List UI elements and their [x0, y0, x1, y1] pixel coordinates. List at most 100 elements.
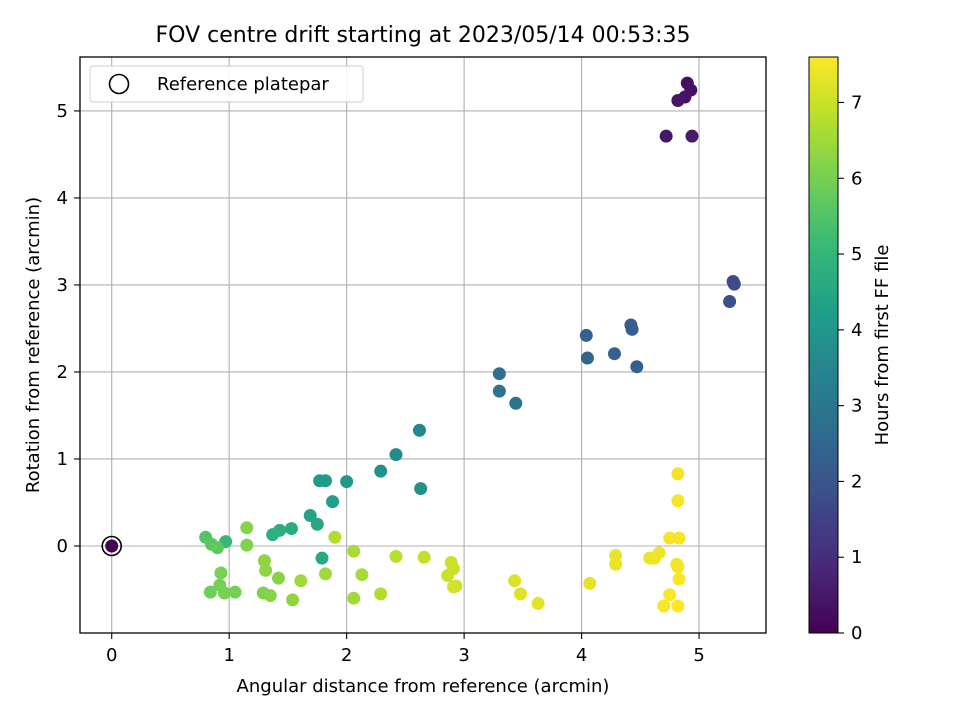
- data-point: [583, 576, 597, 590]
- colorbar-tick-label: 7: [851, 92, 862, 113]
- legend-box: [89, 65, 364, 103]
- data-point: [609, 557, 623, 571]
- y-tick-label: 1: [57, 449, 68, 470]
- chart-title: FOV centre drift starting at 2023/05/14 …: [156, 23, 691, 48]
- data-point: [228, 585, 242, 599]
- y-axis-ticks: 0 1 2 3 4 5: [57, 101, 80, 557]
- data-point: [630, 360, 644, 374]
- data-point: [492, 384, 506, 398]
- data-point: [217, 586, 231, 600]
- x-tick-label: 1: [223, 645, 234, 666]
- x-axis-ticks: 0 1 2 3 4 5: [106, 633, 705, 666]
- colorbar-tick-label: 3: [851, 396, 862, 417]
- data-point: [492, 367, 506, 381]
- data-point: [671, 560, 685, 574]
- data-point: [105, 539, 119, 553]
- data-point: [657, 599, 671, 613]
- colorbar-tick-label: 4: [851, 320, 862, 341]
- data-point: [310, 517, 324, 531]
- data-point: [319, 474, 333, 488]
- colorbar-tick-label: 2: [851, 471, 862, 492]
- data-point: [685, 129, 699, 143]
- data-point: [266, 528, 280, 542]
- data-point: [326, 495, 340, 509]
- x-axis-label: Angular distance from reference (arcmin): [237, 676, 610, 697]
- data-point: [417, 550, 431, 564]
- colorbar: [808, 56, 839, 634]
- colorbar-tick-label: 0: [851, 623, 862, 644]
- data-point: [671, 494, 685, 508]
- data-point: [671, 599, 685, 613]
- data-point: [319, 567, 333, 581]
- data-point: [513, 587, 527, 601]
- data-point: [284, 522, 298, 536]
- y-tick-label: 3: [57, 275, 68, 296]
- data-point: [347, 544, 361, 558]
- data-point: [257, 554, 271, 568]
- data-point: [414, 482, 428, 496]
- colorbar-tick-label: 1: [851, 547, 862, 568]
- x-tick-label: 4: [576, 645, 587, 666]
- data-point: [374, 464, 388, 478]
- data-point: [389, 448, 403, 462]
- legend-entry-reference-platepar: Reference platepar: [157, 74, 329, 95]
- data-point: [412, 423, 426, 437]
- data-point: [294, 574, 308, 588]
- data-point: [727, 277, 741, 291]
- plot-frame: [79, 56, 767, 634]
- x-tick-label: 2: [341, 645, 352, 666]
- x-tick-label: 0: [106, 645, 117, 666]
- data-point: [286, 593, 300, 607]
- y-tick-label: 4: [57, 188, 68, 209]
- data-point: [663, 531, 677, 545]
- y-tick-label: 5: [57, 101, 68, 122]
- data-point: [240, 521, 254, 535]
- data-point: [389, 549, 403, 563]
- data-point: [625, 322, 639, 336]
- y-tick-label: 0: [57, 536, 68, 557]
- legend: Reference platepar: [89, 65, 364, 103]
- data-point: [263, 589, 277, 603]
- data-point: [531, 596, 545, 610]
- y-axis-label: Rotation from reference (arcmin): [23, 197, 44, 493]
- data-point: [672, 531, 686, 545]
- grid: [80, 57, 766, 633]
- data-point: [203, 585, 217, 599]
- x-tick-label: 3: [458, 645, 469, 666]
- x-tick-label: 5: [693, 645, 704, 666]
- data-point: [441, 569, 455, 583]
- data-point: [671, 94, 685, 108]
- data-point: [374, 587, 388, 601]
- data-point: [210, 541, 224, 555]
- data-point: [723, 294, 737, 308]
- data-point: [355, 568, 369, 582]
- colorbar-label: Hours from first FF file: [872, 245, 893, 446]
- legend-marker: [108, 73, 130, 95]
- colorbar-tick-label: 5: [851, 244, 862, 265]
- data-point: [663, 588, 677, 602]
- data-point: [659, 129, 673, 143]
- data-point: [579, 328, 593, 342]
- data-points: [105, 76, 741, 613]
- data-point: [315, 551, 329, 565]
- data-point: [214, 566, 228, 580]
- data-point: [240, 538, 254, 552]
- data-point: [340, 475, 354, 489]
- data-point: [259, 563, 273, 577]
- data-point: [672, 572, 686, 586]
- reference-marker: [101, 535, 123, 557]
- y-tick-label: 2: [57, 362, 68, 383]
- reference-platepar-marker: [101, 535, 123, 557]
- data-point: [272, 571, 286, 585]
- data-point: [328, 530, 342, 544]
- data-point: [671, 467, 685, 481]
- data-point: [508, 574, 522, 588]
- colorbar-ticks: 0 1 2 3 4 5 6 7: [838, 92, 862, 644]
- data-point: [303, 509, 317, 523]
- data-point: [580, 351, 594, 365]
- data-point: [652, 546, 666, 560]
- colorbar-tick-label: 6: [851, 168, 862, 189]
- data-point: [607, 347, 621, 361]
